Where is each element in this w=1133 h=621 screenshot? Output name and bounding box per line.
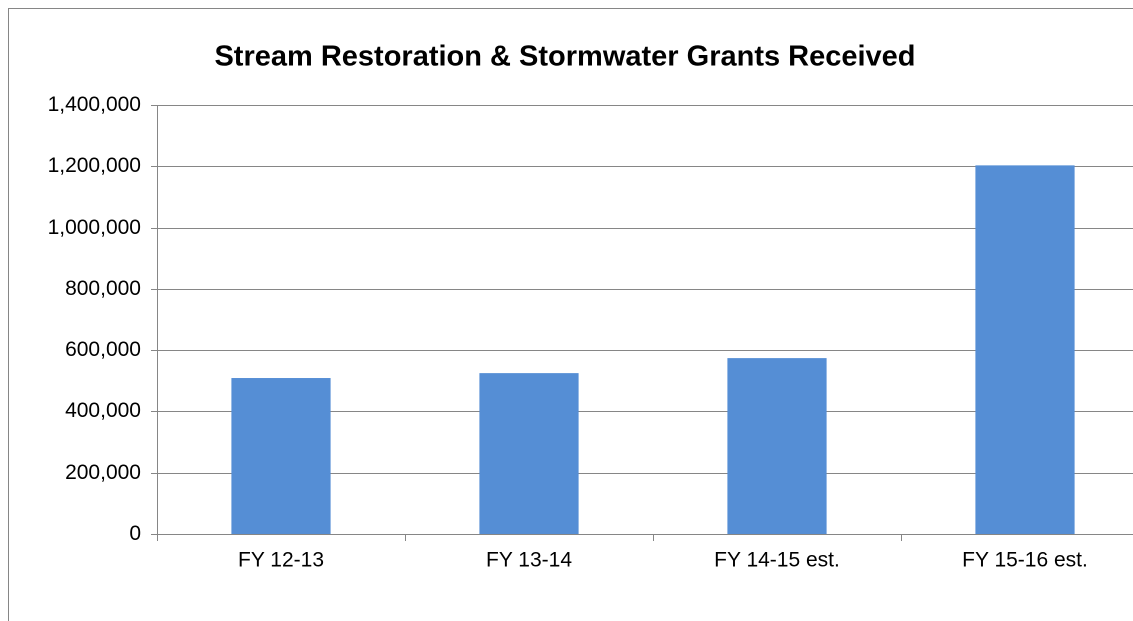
y-tick-label: 0 (129, 522, 141, 545)
chart-title: Stream Restoration & Stormwater Grants R… (214, 41, 915, 73)
y-tick-label: 600,000 (65, 338, 141, 361)
bar (231, 378, 331, 534)
y-tick-label: 800,000 (65, 277, 141, 300)
y-tick-label: 1,000,000 (48, 216, 141, 239)
x-tick-label: FY 15-16 est. (962, 549, 1088, 572)
bar (727, 358, 827, 534)
x-tick-label: FY 14-15 est. (714, 549, 840, 572)
x-tick-label: FY 12-13 (238, 549, 324, 572)
bar (975, 165, 1075, 534)
y-tick-label: 1,200,000 (48, 154, 141, 177)
chart-frame (8, 8, 1133, 621)
x-tick-label: FY 13-14 (486, 549, 572, 572)
y-tick-label: 400,000 (65, 399, 141, 422)
y-tick-label: 1,400,000 (48, 93, 141, 116)
y-tick-label: 200,000 (65, 461, 141, 484)
bar (479, 373, 579, 534)
